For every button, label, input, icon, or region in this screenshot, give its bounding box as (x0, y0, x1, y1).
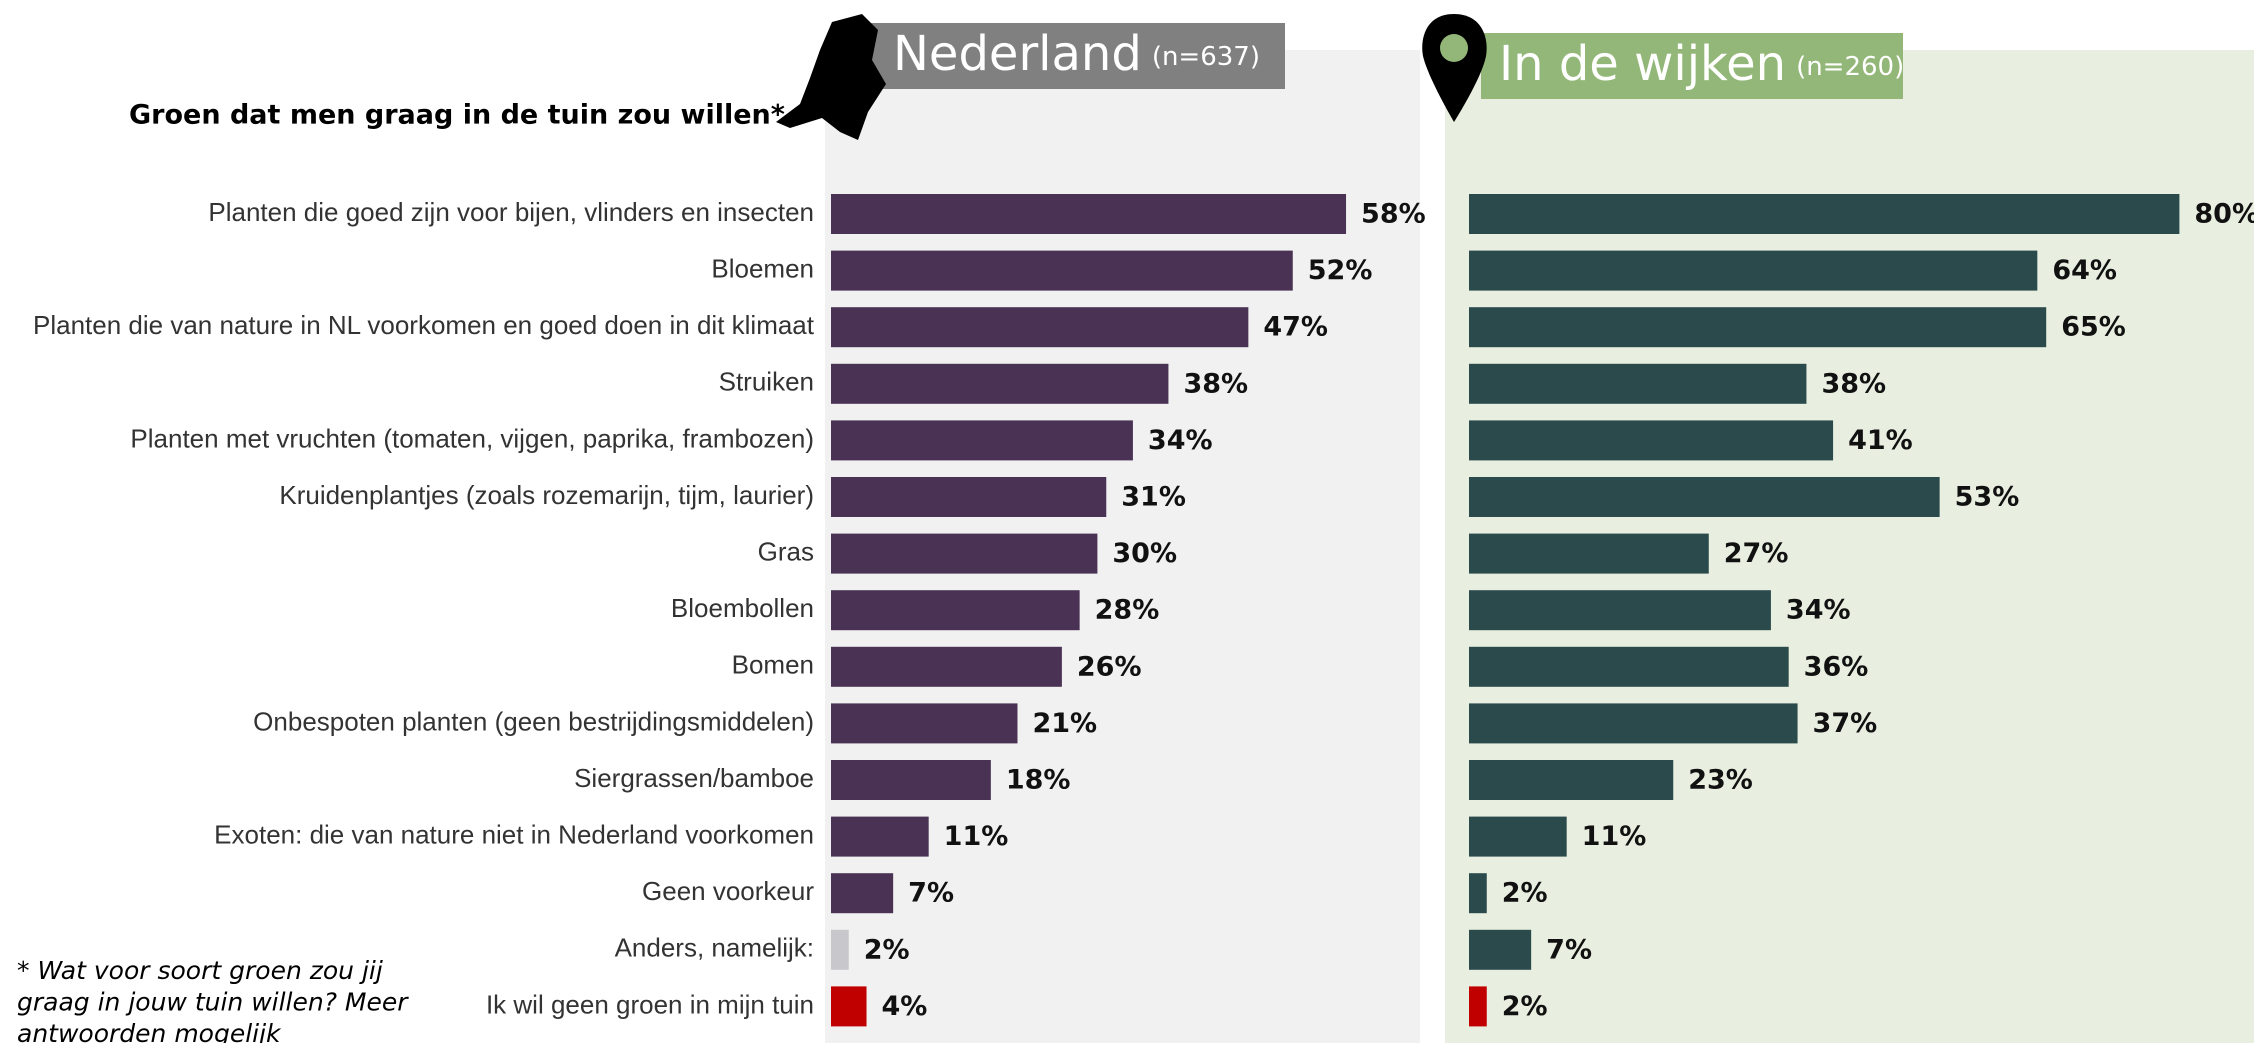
value-label: 2% (1502, 878, 1548, 909)
value-label: 31% (1121, 482, 1186, 513)
chart-title: Groen dat men graag in de tuin zou wille… (129, 100, 785, 131)
category-label: Planten met vruchten (tomaten, vijgen, p… (130, 423, 814, 453)
value-label: 21% (1032, 708, 1097, 739)
category-label: Bomen (732, 650, 814, 680)
header-box (1481, 33, 1903, 99)
category-label: Siergrassen/bamboe (574, 763, 814, 793)
value-label: 58% (1361, 199, 1426, 230)
footnote: * Wat voor soort groen zou jij (17, 956, 383, 985)
category-label: Ik wil geen groen in mijn tuin (486, 989, 814, 1019)
pin-dot (1440, 34, 1468, 62)
bar (1469, 194, 2180, 234)
category-label: Gras (758, 536, 814, 566)
value-label: 18% (1006, 765, 1071, 796)
bar (831, 194, 1347, 234)
bar (1469, 250, 2038, 291)
category-label: Geen voorkeur (642, 876, 814, 906)
nl-map-icon (776, 14, 886, 140)
bar (1469, 420, 1834, 461)
value-label: 11% (944, 821, 1009, 852)
bar (831, 420, 1133, 461)
bar (1469, 477, 1940, 517)
bar (1469, 307, 2047, 348)
bar (831, 646, 1062, 687)
category-label: Planten die goed zijn voor bijen, vlinde… (208, 197, 814, 227)
value-label: 27% (1724, 538, 1789, 569)
category-label: Onbespoten planten (geen bestrijdingsmid… (253, 706, 814, 736)
bar (1469, 363, 1807, 404)
category-label: Struiken (719, 367, 814, 397)
value-label: 53% (1955, 482, 2020, 513)
value-label: 65% (2061, 312, 2126, 343)
bar (1469, 873, 1487, 914)
value-label: 30% (1112, 538, 1177, 569)
header-title: In de wijken (n=260) (1499, 36, 1904, 92)
category-label: Anders, namelijk: (615, 933, 814, 963)
bar (831, 307, 1249, 348)
value-label: 34% (1148, 425, 1213, 456)
bar (1469, 760, 1674, 800)
bar (1469, 986, 1487, 1027)
footnote: antwoorden mogelijk (17, 1019, 282, 1043)
bar (1469, 703, 1798, 744)
bar (831, 873, 894, 914)
bar (1469, 646, 1789, 687)
value-label: 2% (1502, 991, 1548, 1022)
bar (1469, 816, 1567, 857)
bar (831, 590, 1080, 631)
bar (831, 816, 929, 857)
value-label: 64% (2052, 255, 2117, 286)
category-label: Bloembollen (671, 593, 814, 623)
value-label: 37% (1813, 708, 1878, 739)
value-label: 52% (1308, 255, 1373, 286)
value-label: 38% (1821, 368, 1886, 399)
value-label: 26% (1077, 651, 1142, 682)
bar (831, 363, 1169, 404)
header-box (860, 23, 1285, 89)
value-label: 7% (908, 878, 954, 909)
value-label: 38% (1183, 368, 1248, 399)
bar (831, 986, 867, 1027)
bar (1469, 533, 1709, 574)
value-label: 11% (1582, 821, 1647, 852)
bar (831, 250, 1293, 291)
footnote: graag in jouw tuin willen? Meer (17, 988, 409, 1017)
bar (831, 760, 991, 800)
bar (831, 929, 849, 970)
pin-icon (1422, 14, 1487, 122)
value-label: 7% (1546, 934, 1592, 965)
category-label: Bloemen (711, 253, 814, 283)
value-label: 23% (1688, 765, 1753, 796)
value-label: 47% (1263, 312, 1328, 343)
value-label: 28% (1095, 595, 1160, 626)
value-label: 2% (864, 934, 910, 965)
bar (831, 477, 1107, 517)
bar (831, 533, 1098, 574)
bar (1469, 590, 1771, 631)
category-label: Planten die van nature in NL voorkomen e… (33, 310, 815, 340)
bar (831, 703, 1018, 744)
category-label: Exoten: die van nature niet in Nederland… (214, 819, 814, 849)
bar (1469, 929, 1532, 970)
category-label: Kruidenplantjes (zoals rozemarijn, tijm,… (279, 480, 814, 510)
value-label: 34% (1786, 595, 1851, 626)
header-title: Nederland (n=637) (893, 26, 1260, 82)
value-label: 80% (2194, 199, 2254, 230)
value-label: 41% (1848, 425, 1913, 456)
value-label: 36% (1804, 651, 1869, 682)
value-label: 4% (882, 991, 928, 1022)
